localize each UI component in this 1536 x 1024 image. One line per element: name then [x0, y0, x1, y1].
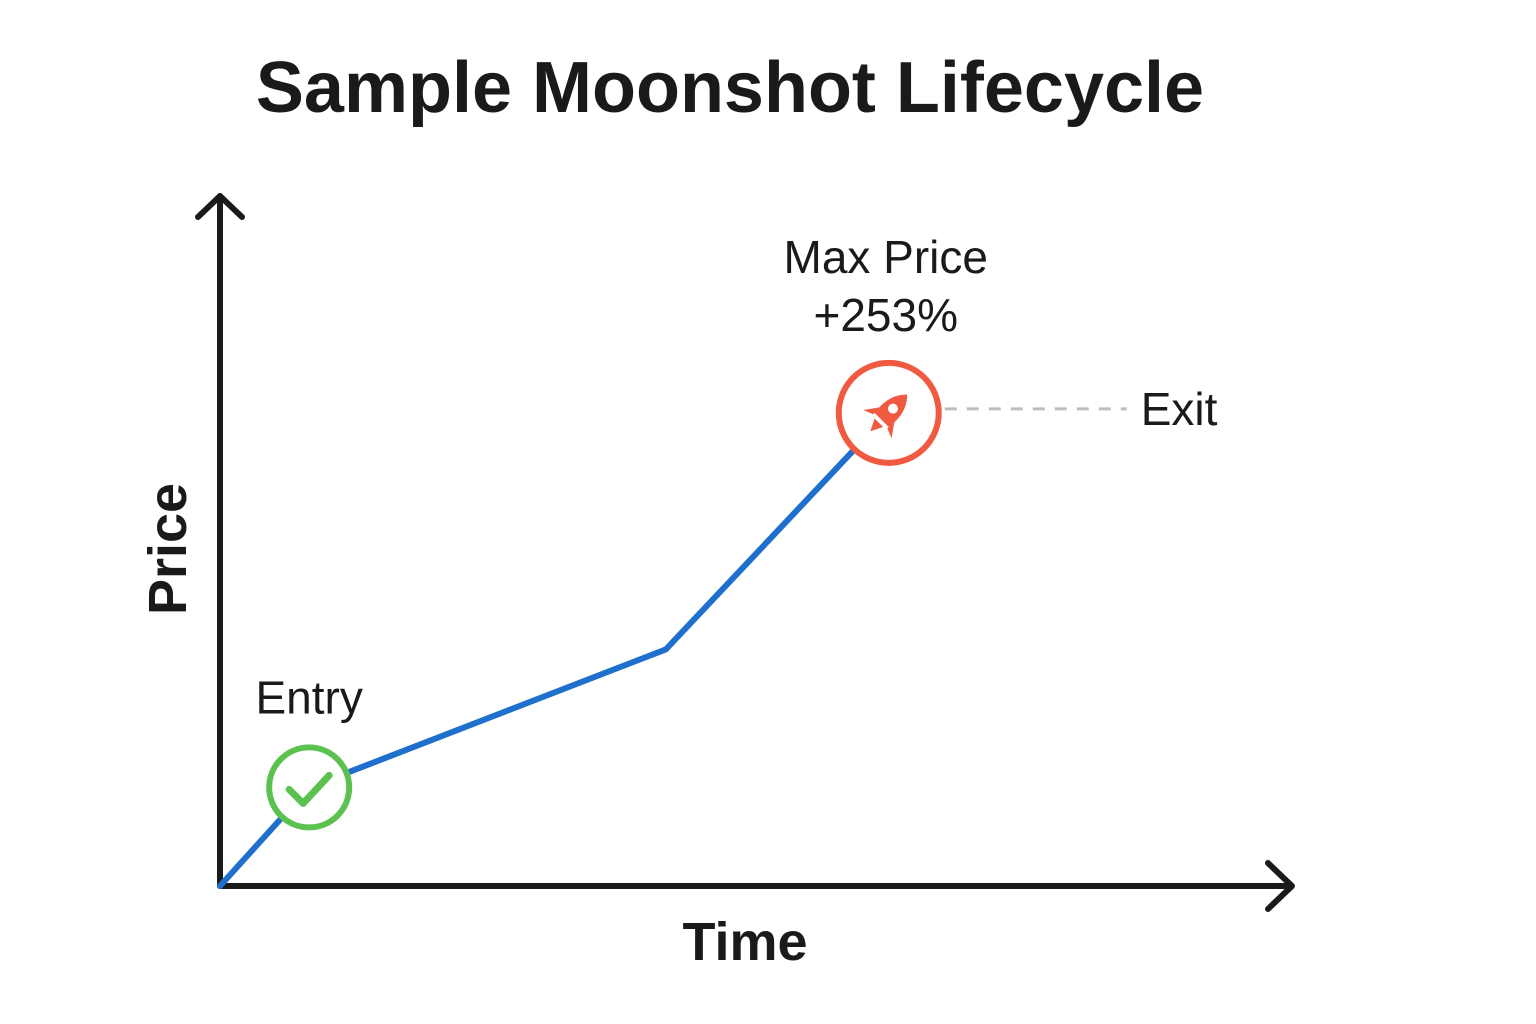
max-price-change: +253% [813, 289, 958, 341]
exit-label: Exit [1141, 383, 1218, 435]
entry-circle [266, 744, 353, 831]
max-price-marker [835, 359, 942, 466]
check-icon [285, 771, 333, 807]
max-price-label: Max Price [784, 231, 988, 283]
entry-marker [266, 744, 353, 831]
entry-label: Entry [255, 671, 362, 723]
x-axis-arrow [1265, 860, 1295, 912]
x-axis-label: Time [682, 912, 807, 972]
axes [195, 193, 1295, 912]
chart-title: Sample Moonshot Lifecycle [256, 48, 1204, 128]
y-axis-arrow [195, 193, 245, 220]
price-series-line [217, 409, 892, 889]
y-axis-label: Price [138, 483, 198, 615]
